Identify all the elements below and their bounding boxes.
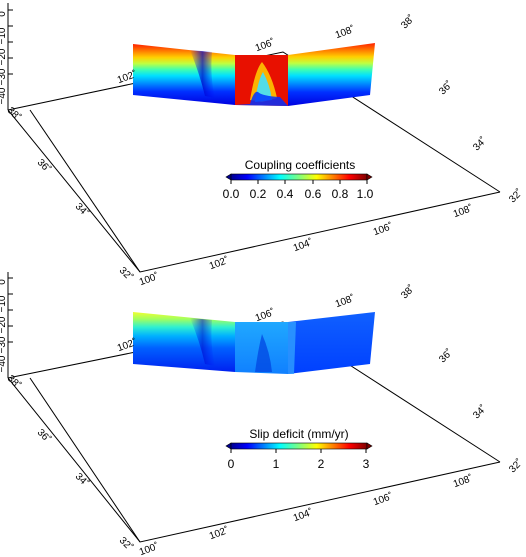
map-frame bbox=[7, 272, 501, 543]
lat-tick-label: 34˚ bbox=[471, 135, 490, 154]
lon-tick-label: 108˚ bbox=[452, 202, 475, 220]
colorbar-tick: 0.8 bbox=[332, 187, 349, 201]
lat-tick-label: 34˚ bbox=[73, 471, 92, 490]
coupling-surface bbox=[133, 43, 375, 106]
colorbar-tick: 2 bbox=[318, 457, 325, 471]
depth-tick-label: −30 bbox=[0, 336, 8, 353]
lon-tick-label: 100˚ bbox=[138, 270, 161, 288]
lat-tick-label: 34˚ bbox=[73, 201, 92, 220]
depth-tick-label: 0 bbox=[0, 11, 8, 17]
colorbar-title: Slip deficit (mm/yr) bbox=[249, 427, 348, 441]
colorbar-title: Coupling coefficients bbox=[245, 158, 356, 172]
depth-tick-label: −20 bbox=[0, 316, 8, 333]
lon-tick-label: 104˚ bbox=[292, 236, 315, 254]
depth-axis: 0 −10 −20 −30 −40 bbox=[0, 277, 13, 372]
lat-tick-label: 36˚ bbox=[35, 157, 54, 176]
lat-tick-label: 36˚ bbox=[35, 427, 54, 446]
colorbar-tick: 0.2 bbox=[250, 187, 267, 201]
lat-tick-label: 32˚ bbox=[507, 187, 526, 206]
colorbar-tick: 1.0 bbox=[357, 187, 374, 201]
lat-axis-left: 38˚ 36˚ 34˚ 32˚ bbox=[5, 105, 136, 284]
colorbar-tick: 0.6 bbox=[305, 187, 322, 201]
lon-tick-label: 104˚ bbox=[292, 506, 315, 524]
lat-axis-right: 38˚ 36˚ 34˚ 32˚ bbox=[399, 283, 526, 476]
lon-tick-label: 106˚ bbox=[372, 220, 395, 238]
depth-tick-label: −10 bbox=[0, 27, 8, 44]
lat-tick-label: 36˚ bbox=[437, 79, 456, 98]
lat-tick-label: 32˚ bbox=[117, 535, 136, 554]
lon-axis-front: 100˚ 102˚ 104˚ 106˚ 108˚ bbox=[138, 202, 475, 288]
lon-tick-label: 102˚ bbox=[208, 254, 231, 272]
depth-tick-label: −40 bbox=[0, 87, 8, 104]
lon-tick-label: 102˚ bbox=[208, 524, 231, 542]
depth-tick-label: 0 bbox=[0, 279, 8, 285]
lat-tick-label: 32˚ bbox=[117, 265, 136, 284]
lat-tick-label: 36˚ bbox=[437, 347, 456, 366]
depth-tick-label: −20 bbox=[0, 48, 8, 65]
slip-panel: 0 −10 −20 −30 −40 100˚ 102˚ 104˚ 106˚ 10… bbox=[0, 272, 525, 557]
lon-tick-label: 106˚ bbox=[254, 36, 277, 54]
lat-tick-label: 38˚ bbox=[399, 283, 418, 302]
lat-axis-left: 38˚ 36˚ 34˚ 32˚ bbox=[5, 373, 136, 554]
depth-tick-label: −30 bbox=[0, 68, 8, 85]
depth-tick-label: −40 bbox=[0, 355, 8, 372]
lon-tick-label: 108˚ bbox=[334, 23, 357, 41]
lon-tick-label: 100˚ bbox=[138, 540, 161, 557]
colorbar-tick: 3 bbox=[363, 457, 370, 471]
lon-tick-label: 108˚ bbox=[452, 472, 475, 490]
depth-tick-label: −10 bbox=[0, 295, 8, 312]
slip-surface bbox=[133, 312, 375, 374]
depth-axis: 0 −10 −20 −30 −40 bbox=[0, 9, 13, 104]
slip-colorbar: Slip deficit (mm/yr) 0 1 2 3 bbox=[225, 427, 373, 471]
lat-tick-label: 32˚ bbox=[507, 457, 526, 476]
lon-tick-label: 106˚ bbox=[254, 306, 277, 324]
lon-axis-front: 100˚ 102˚ 104˚ 106˚ 108˚ bbox=[138, 472, 475, 557]
lon-tick-label: 106˚ bbox=[372, 490, 395, 508]
coupling-panel: 0 −10 −20 −30 −40 100˚ 102˚ 104˚ 106˚ 10… bbox=[0, 3, 525, 288]
colorbar-tick: 0.0 bbox=[223, 187, 240, 201]
colorbar-tick: 1 bbox=[273, 457, 280, 471]
lat-tick-label: 38˚ bbox=[399, 13, 418, 32]
lat-tick-label: 34˚ bbox=[471, 403, 490, 422]
colorbar-tick: 0 bbox=[228, 457, 235, 471]
lon-tick-label: 108˚ bbox=[334, 292, 357, 310]
map-frame bbox=[7, 3, 501, 273]
coupling-colorbar: Coupling coefficients 0.0 0.2 0.4 0.6 0.… bbox=[223, 158, 374, 201]
colorbar-tick: 0.4 bbox=[277, 187, 294, 201]
lat-axis-right: 38˚ 36˚ 34˚ 32˚ bbox=[399, 13, 526, 206]
